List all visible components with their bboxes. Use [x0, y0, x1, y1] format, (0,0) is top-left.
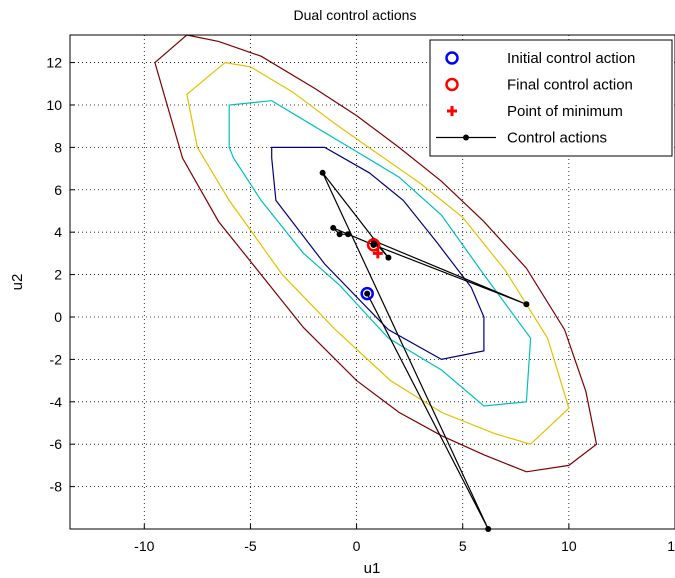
contour-line-3 [186, 61, 570, 445]
y-tick-label: -4 [50, 394, 63, 410]
x-tick-label: 5 [459, 538, 467, 554]
x-axis: -10 -5 0 5 10 15 [134, 524, 675, 554]
control-action-point [370, 241, 377, 248]
control-action-point [523, 301, 530, 308]
control-actions-path [319, 169, 530, 532]
legend-marker [463, 134, 469, 141]
markers [360, 238, 383, 301]
legend-marker [447, 106, 457, 116]
control-action-point [345, 231, 352, 238]
x-tick-label: -10 [134, 538, 154, 554]
legend: Initial control action Final control acti… [429, 39, 673, 157]
control-action-point [330, 224, 337, 231]
final-control-action-marker [366, 238, 381, 252]
x-tick-label: 0 [353, 538, 361, 554]
legend-label: Control actions [507, 130, 607, 147]
y-tick-label: 2 [54, 267, 62, 283]
y-tick-label: 8 [54, 139, 62, 155]
y-tick-label: 0 [54, 309, 62, 325]
y-tick-label: -8 [50, 479, 63, 495]
y-tick-label: 10 [46, 97, 62, 113]
contour-line-4 [154, 34, 598, 473]
control-action-point [364, 290, 371, 297]
y-tick-label: 6 [54, 182, 62, 198]
legend-box [429, 39, 673, 157]
y-axis: -8 -6 -4 -2 0 2 4 6 8 10 12 [46, 55, 75, 495]
y-tick-label: -6 [50, 436, 63, 452]
legend-label: Point of minimum [507, 103, 623, 120]
y-tick-label: 12 [46, 55, 62, 71]
legend-label: Initial control action [507, 50, 635, 67]
y-tick-label: 4 [54, 224, 62, 240]
x-tick-label: 10 [561, 538, 577, 554]
contour-line-1 [271, 146, 485, 361]
control-action-point [319, 169, 326, 176]
x-tick-label: 15 [667, 538, 675, 554]
legend-marker [445, 51, 459, 65]
chart-title: Dual control actions [294, 7, 417, 23]
y-tick-label: -2 [50, 351, 63, 367]
point-of-minimum-marker [372, 248, 383, 259]
plot-area-frame [69, 34, 675, 530]
initial-control-action-marker [360, 286, 374, 301]
contour-lines [154, 34, 598, 473]
contour-line-2 [228, 100, 532, 407]
y-axis-label: u2 [9, 274, 26, 291]
legend-label: Final control action [507, 77, 633, 94]
x-tick-label: -5 [244, 538, 257, 554]
legend-marker [445, 77, 459, 92]
grid [70, 35, 675, 529]
x-axis-label: u1 [364, 560, 381, 577]
control-action-point [336, 231, 343, 238]
control-action-point [385, 254, 392, 261]
